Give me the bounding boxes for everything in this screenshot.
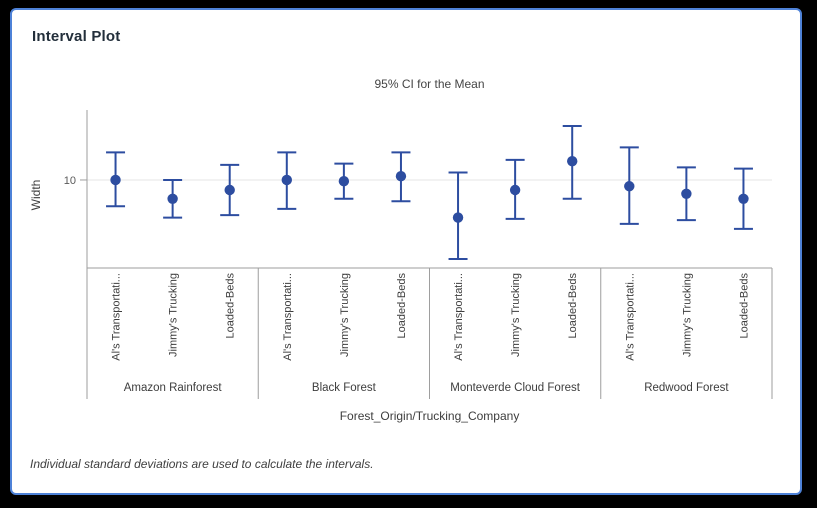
- group-label: Monteverde Cloud Forest: [450, 382, 581, 394]
- company-label: Jimmy's Trucking: [510, 273, 522, 357]
- mean-point: [110, 174, 121, 186]
- group-label: Redwood Forest: [644, 382, 729, 394]
- company-label: Al's Transportati...: [624, 273, 636, 361]
- y-axis-title: Width: [29, 180, 43, 211]
- card-title: Interval Plot: [32, 28, 121, 45]
- mean-point: [567, 155, 578, 167]
- mean-point: [395, 171, 407, 182]
- company-label: Loaded-Beds: [225, 273, 237, 339]
- interval-plot-canvas: 10 Width Al's Transportati... Jimmy's Truck…: [29, 110, 773, 423]
- mean-point: [224, 184, 235, 196]
- company-label: Loaded-Beds: [738, 273, 750, 339]
- mean-point: [281, 174, 292, 186]
- mean-point: [452, 212, 464, 223]
- group-label: Amazon Rainforest: [124, 382, 223, 394]
- mean-point: [738, 193, 749, 204]
- group-label: Black Forest: [312, 382, 377, 394]
- mean-point: [167, 193, 178, 204]
- company-label: Jimmy's Trucking: [339, 273, 351, 357]
- company-label: Al's Transportati...: [282, 273, 294, 361]
- mean-point: [509, 184, 521, 196]
- company-label: Al's Transportati...: [453, 273, 465, 361]
- chart-subtitle: 95% CI for the Mean: [374, 77, 485, 91]
- company-label: Al's Transportati...: [111, 273, 123, 361]
- x-axis-title: Forest_Origin/Trucking_Company: [340, 409, 520, 423]
- mean-point: [624, 181, 635, 192]
- company-label: Jimmy's Trucking: [681, 273, 693, 357]
- chart-footnote: Individual standard deviations are used …: [30, 457, 374, 471]
- interval-plot-card: Interval Plot 95% CI for the Mean 10 Widt…: [10, 8, 802, 495]
- y-tick-label-10: 10: [64, 175, 76, 187]
- mean-point: [681, 188, 692, 199]
- company-label: Loaded-Beds: [567, 273, 579, 339]
- company-label: Jimmy's Trucking: [168, 273, 180, 357]
- mean-point: [338, 176, 350, 187]
- company-label: Loaded-Beds: [396, 273, 408, 339]
